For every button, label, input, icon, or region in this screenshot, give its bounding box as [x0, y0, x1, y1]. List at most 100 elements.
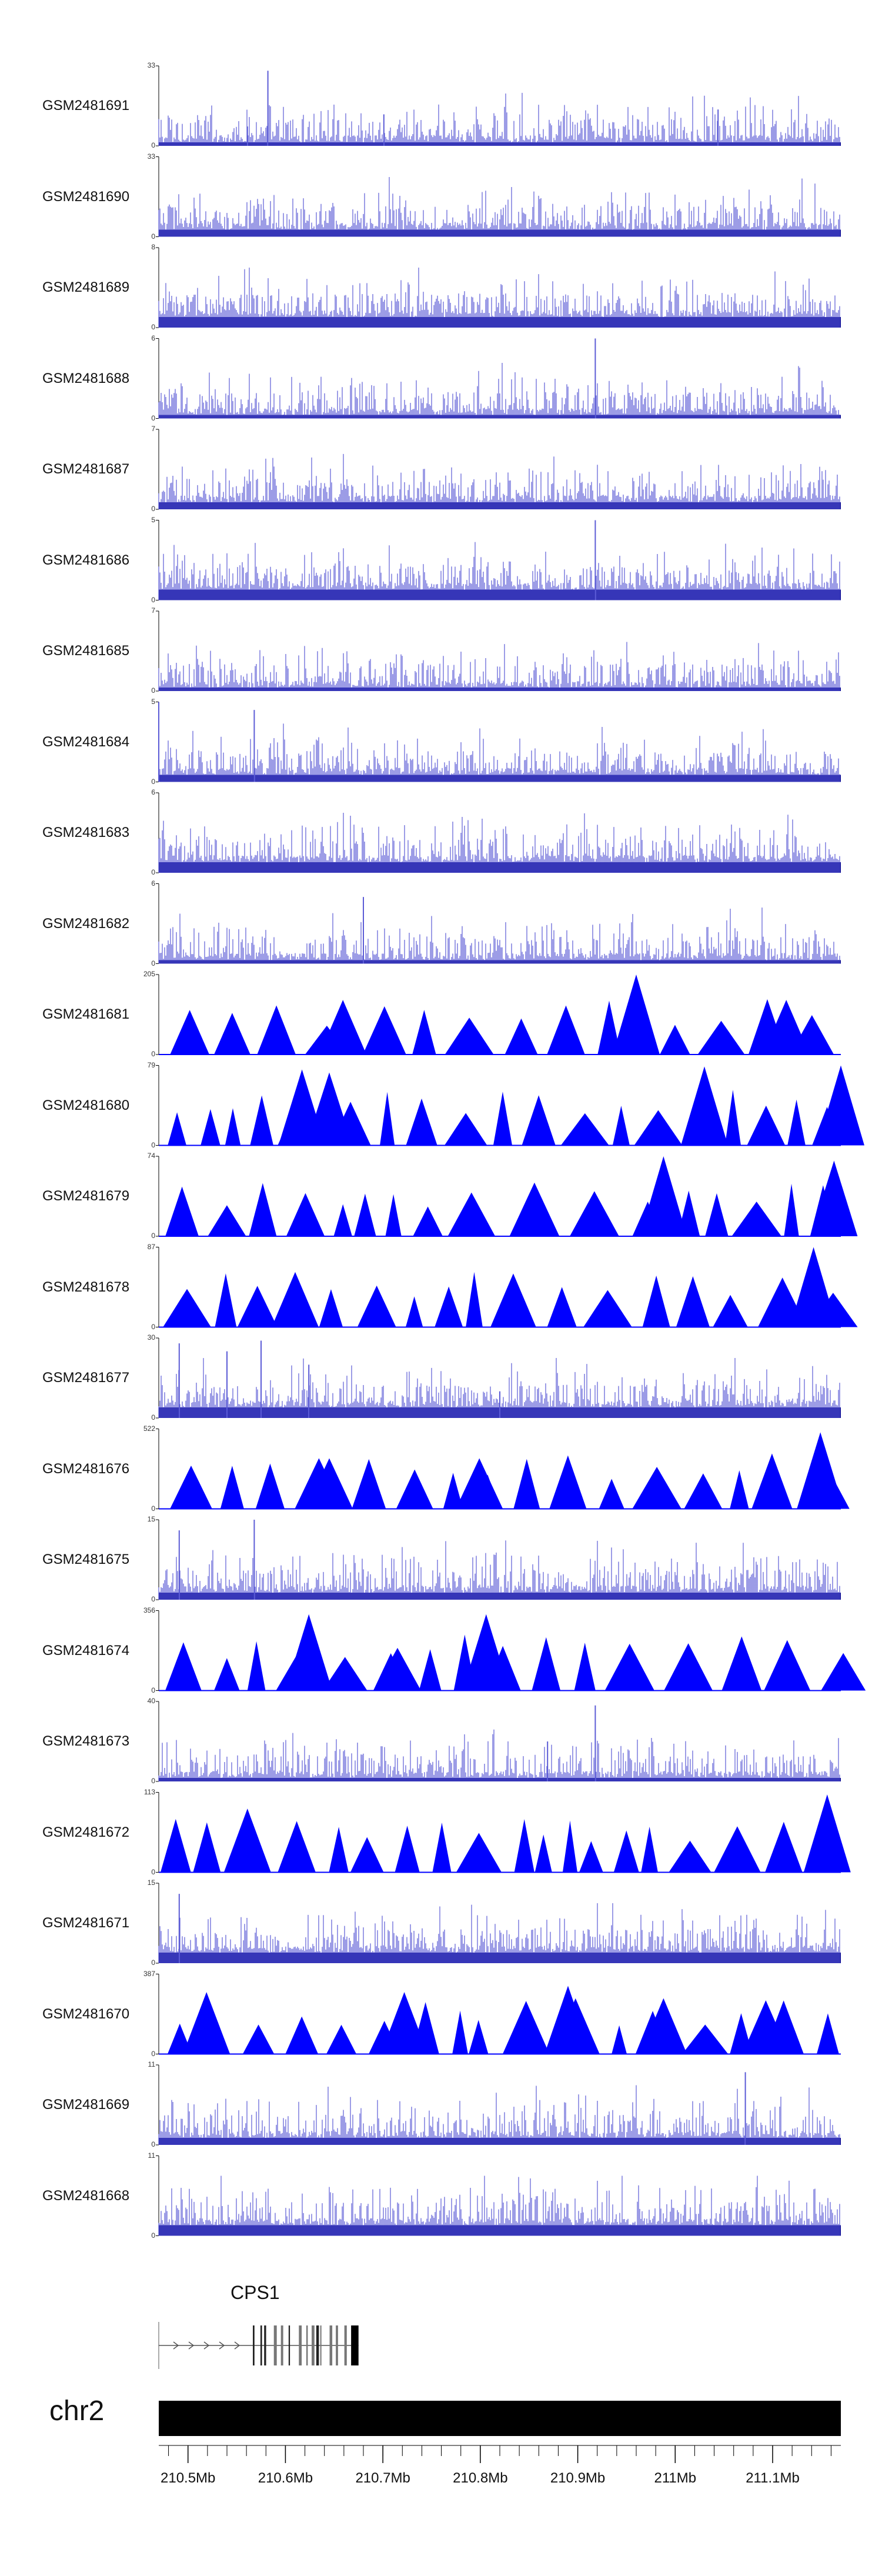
track-label: GSM2481681 [42, 1006, 130, 1022]
peak-triangle [763, 1000, 810, 1055]
peak-triangle [237, 1286, 278, 1327]
coverage-bars [158, 176, 840, 237]
peak-triangle [168, 1112, 186, 1146]
track-ymin-label: 0 [151, 1413, 155, 1422]
peak-triangle [285, 2016, 319, 2054]
track-ymax-label: 5 [151, 515, 155, 524]
peak-triangle [549, 1455, 587, 1509]
peak-triangle [660, 1025, 690, 1055]
peak-triangle [329, 1827, 349, 1873]
peak-triangle [597, 1000, 621, 1055]
gene-exon [273, 2325, 277, 2365]
peak-triangle [249, 1183, 277, 1236]
peak-triangle [514, 1819, 534, 1873]
peak-triangle [214, 1658, 240, 1691]
x-tick-label: 211.1Mb [746, 2470, 800, 2486]
track-ymax-label: 5 [151, 697, 155, 706]
peak-triangle [612, 1106, 630, 1146]
peak-triangle [676, 1276, 710, 1327]
peak-triangle [319, 1000, 367, 1055]
track-label: GSM2481682 [42, 915, 130, 932]
peak-triangle [547, 1287, 577, 1327]
coverage-bars [158, 2175, 840, 2236]
track-GSM2481672 [156, 1792, 851, 1873]
peak-triangle [354, 1193, 376, 1236]
track-ymax-label: 33 [147, 61, 155, 69]
peak-triangle [215, 1273, 237, 1327]
track-ymax-label: 15 [147, 1515, 155, 1523]
track-label: GSM2481683 [42, 825, 130, 840]
track-ymin-label: 0 [151, 141, 155, 149]
gene-exon [351, 2325, 359, 2365]
peak-triangle [640, 1156, 687, 1236]
peak-triangle [469, 2020, 489, 2054]
peak-triangle [787, 1099, 806, 1146]
gene-exon [336, 2325, 338, 2365]
track-ymax-label: 30 [147, 1333, 155, 1342]
track-GSM2481687 [156, 429, 841, 510]
peak-triangle [419, 1649, 442, 1691]
track-GSM2481691 [156, 65, 841, 146]
peak-triangle [599, 1479, 624, 1509]
gene-exon [344, 2325, 347, 2365]
track-label: GSM2481671 [42, 1915, 130, 1931]
peak-triangle [183, 1992, 230, 2054]
peak-triangle [705, 1193, 729, 1236]
peak-triangle [405, 1296, 423, 1327]
peak-triangle [452, 2010, 468, 2054]
peak-triangle [374, 1647, 421, 1691]
track-ymax-label: 113 [143, 1787, 155, 1796]
gene-exon [316, 2325, 319, 2365]
track-GSM2481676 [156, 1429, 850, 1510]
peak-triangle [447, 1192, 496, 1236]
coverage-bars [158, 813, 840, 873]
gene-exon [306, 2325, 308, 2365]
peak-triangle [363, 1006, 406, 1055]
peak-triangle [350, 1837, 384, 1873]
gene-name-label: CPS1 [230, 2282, 280, 2303]
coverage-bars [158, 1540, 840, 1600]
strand-arrow [173, 2341, 179, 2350]
peak-triangle [443, 1473, 463, 1509]
peak-triangle [385, 1194, 402, 1236]
track-label: GSM2481668 [42, 2187, 130, 2204]
track-GSM2481690 [156, 156, 841, 237]
peak-triangle [306, 1458, 353, 1509]
track-GSM2481677 [156, 1337, 841, 1419]
track-label: GSM2481678 [42, 1279, 130, 1295]
track-ymax-label: 11 [148, 2151, 155, 2160]
track-GSM2481685 [156, 610, 841, 692]
x-tick-label: 210.5Mb [161, 2470, 216, 2486]
peak-triangle [534, 1834, 552, 1873]
track-ymin-label: 0 [151, 323, 155, 331]
peak-triangle [751, 1453, 793, 1509]
peak-triangle [170, 1466, 212, 1509]
peak-triangle [220, 1466, 244, 1509]
track-ymin-label: 0 [151, 868, 155, 876]
track-label: GSM2481690 [42, 188, 130, 205]
track-ymin-label: 0 [151, 686, 155, 695]
peak-triangle [664, 1643, 713, 1691]
peak-triangle [562, 1820, 577, 1873]
peak-triangle [747, 1105, 786, 1146]
peak-triangle [522, 1095, 556, 1146]
peak-triangle [570, 1191, 619, 1236]
track-label: GSM2481687 [42, 461, 130, 477]
strand-arrow [219, 2341, 225, 2350]
peak-triangle [579, 1841, 603, 1873]
track-GSM2481684 [156, 702, 841, 782]
peak-triangle [456, 1833, 502, 1873]
peak-triangle [765, 1821, 803, 1873]
track-ymax-label: 74 [147, 1152, 155, 1160]
peak-triangle [163, 1289, 211, 1327]
track-ymin-label: 0 [151, 413, 155, 422]
track-label: GSM2481670 [42, 2006, 130, 2022]
peak-triangle [532, 1637, 561, 1691]
peak-triangle [456, 1458, 503, 1509]
track-GSM2481669 [156, 2064, 841, 2145]
peak-triangle [250, 1095, 273, 1146]
track-ymax-label: 11 [148, 2060, 155, 2068]
peak-triangle [333, 1204, 352, 1236]
track-ymin-label: 0 [151, 2231, 155, 2240]
x-tick-label: 210.7Mb [355, 2470, 410, 2486]
